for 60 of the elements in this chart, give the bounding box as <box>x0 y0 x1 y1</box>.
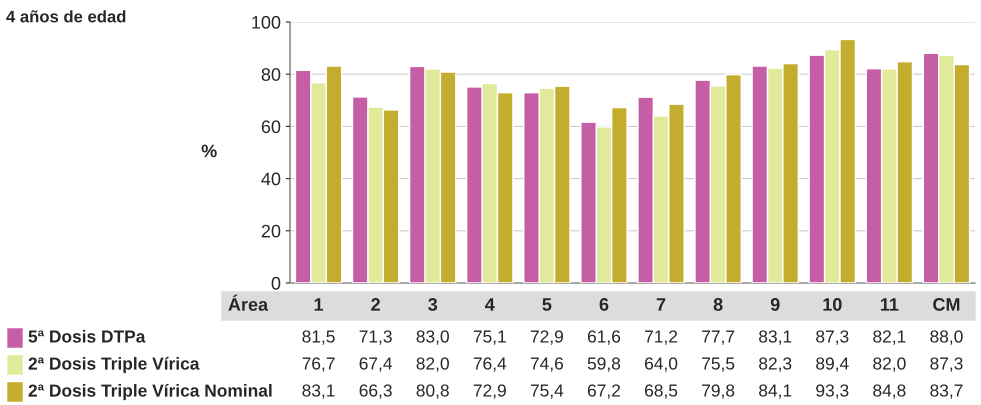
data-label: 83,1 <box>302 384 335 399</box>
data-label: 82,3 <box>759 357 792 372</box>
x-tick-label: 11 <box>880 298 898 311</box>
data-label: 81,5 <box>302 330 335 345</box>
data-label: 61,6 <box>588 330 620 345</box>
x-tick-label: 9 <box>770 298 780 311</box>
x-tick-label: 8 <box>714 298 723 311</box>
data-label: 83,1 <box>759 330 792 345</box>
y-tick-label: 40 <box>261 172 280 186</box>
x-tick-label: 1 <box>314 298 324 311</box>
data-label: 67,4 <box>360 357 392 372</box>
data-label: 77,7 <box>702 330 734 345</box>
data-label: 82,1 <box>873 330 906 345</box>
data-label: 82,0 <box>416 357 449 372</box>
data-label: 72,9 <box>474 384 506 399</box>
data-label: 76,4 <box>474 357 506 372</box>
legend-label: 5ª Dosis DTPa <box>28 330 146 343</box>
data-label: 75,4 <box>530 384 564 399</box>
x-tick-label: 3 <box>428 298 438 311</box>
data-label: 83,0 <box>416 330 449 345</box>
data-label: 64,0 <box>645 357 678 372</box>
y-tick-label: 0 <box>272 276 280 290</box>
data-label: 79,8 <box>702 384 734 399</box>
data-label: 83,7 <box>930 384 962 399</box>
data-label: 71,2 <box>645 330 678 345</box>
data-label: 59,8 <box>588 357 620 372</box>
x-tick-label: 10 <box>823 298 842 311</box>
data-label: 82,0 <box>873 357 906 372</box>
y-tick-label: 60 <box>262 120 280 134</box>
x-tick-label: 4 <box>485 298 495 311</box>
data-label: 75,1 <box>474 330 506 345</box>
data-label: 67,2 <box>588 384 620 399</box>
y-tick-label: 20 <box>262 224 280 238</box>
x-tick-label: 7 <box>656 298 666 311</box>
x-tick-label: CM <box>933 298 960 311</box>
y-tick-label: 80 <box>262 68 280 81</box>
data-label: 84,1 <box>759 384 792 399</box>
data-label: 72,9 <box>530 330 563 345</box>
data-label: 87,3 <box>930 357 963 372</box>
text: 4 años de edad <box>6 10 126 22</box>
data-label: 88,0 <box>930 330 963 345</box>
data-label: 74,6 <box>530 357 564 372</box>
legend-label: 2ª Dosis Triple Vírica Nominal <box>28 384 272 400</box>
x-tick-label: 2 <box>371 298 380 311</box>
data-label: 84,8 <box>873 384 906 399</box>
y-axis-title: % <box>202 144 217 158</box>
data-label: 75,5 <box>702 358 734 372</box>
y-tick-label: 100 <box>252 16 280 29</box>
data-label: 76,7 <box>302 357 335 372</box>
x-tick-label: 6 <box>600 298 608 311</box>
data-label: 93,3 <box>816 384 848 399</box>
legend-label: 2ª Dosis Triple Vírica <box>28 356 200 374</box>
x-axis-title: Área <box>228 294 268 311</box>
data-label: 80,8 <box>416 384 449 399</box>
data-label: 87,3 <box>816 330 848 345</box>
x-tick-label: 5 <box>542 298 552 311</box>
data-label: 66,3 <box>360 384 392 399</box>
data-label: 68,5 <box>645 384 678 399</box>
data-label: 89,4 <box>816 357 849 372</box>
data-label: 71,3 <box>360 330 392 345</box>
